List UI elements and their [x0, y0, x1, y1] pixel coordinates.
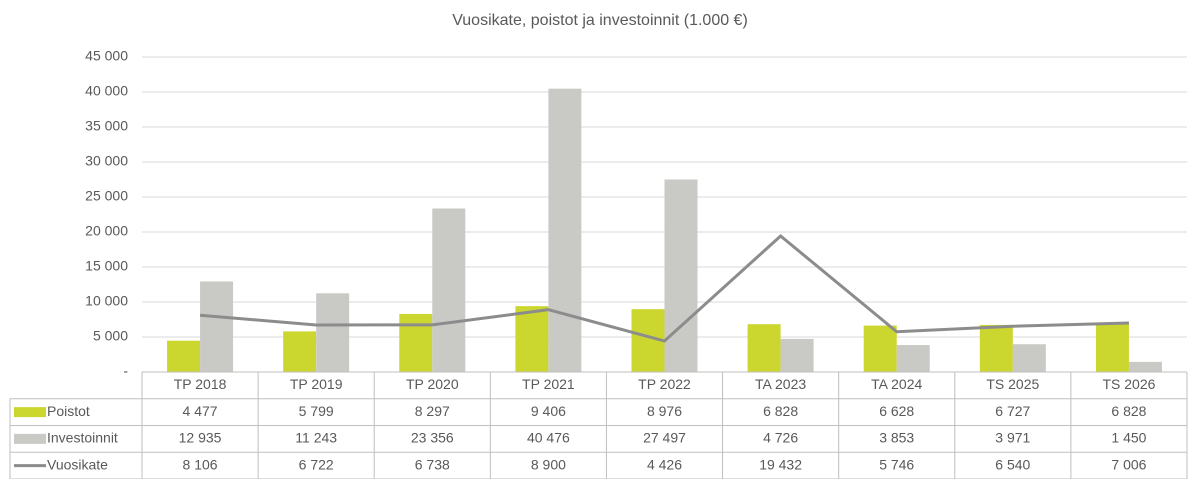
x-tick-label: TP 2021	[522, 376, 575, 392]
bar	[747, 324, 781, 372]
table-value: 8 900	[531, 456, 566, 472]
y-tick-label: -	[123, 363, 128, 379]
y-tick-label: 15 000	[85, 258, 128, 274]
chart-title: Vuosikate, poistot ja investoinnit (1.00…	[452, 12, 748, 29]
table-value: 8 297	[415, 403, 450, 419]
legend-label: Poistot	[47, 403, 90, 419]
table-value: 8 106	[183, 456, 218, 472]
table-value: 6 628	[879, 403, 914, 419]
bar	[316, 293, 350, 372]
table-value: 19 432	[759, 456, 802, 472]
x-tick-label: TA 2023	[755, 376, 806, 392]
table-value: 1 450	[1111, 430, 1146, 446]
table-value: 7 006	[1111, 456, 1146, 472]
bar	[200, 281, 234, 372]
y-tick-label: 20 000	[85, 223, 128, 239]
table-value: 3 971	[995, 430, 1030, 446]
table-value: 6 828	[763, 403, 798, 419]
table-value: 6 722	[299, 456, 334, 472]
legend-label: Vuosikate	[47, 456, 108, 472]
bar	[896, 345, 930, 372]
bar	[548, 88, 582, 372]
x-tick-label: TA 2024	[871, 376, 922, 392]
bar	[432, 208, 466, 372]
table-value: 40 476	[527, 430, 570, 446]
table-value: 5 746	[879, 456, 914, 472]
bar	[515, 306, 549, 372]
bar	[399, 313, 433, 372]
bar	[863, 325, 897, 372]
table-value: 23 356	[411, 430, 454, 446]
y-tick-label: 45 000	[85, 48, 128, 64]
x-tick-label: TS 2025	[986, 376, 1039, 392]
table-value: 6 727	[995, 403, 1030, 419]
table-value: 11 243	[295, 430, 337, 446]
table-value: 9 406	[531, 403, 566, 419]
y-tick-label: 5 000	[93, 328, 128, 344]
bar	[979, 324, 1013, 372]
x-tick-label: TP 2020	[406, 376, 459, 392]
table-value: 5 799	[299, 403, 334, 419]
legend-swatch	[14, 407, 46, 418]
table-value: 27 497	[643, 430, 686, 446]
y-tick-label: 30 000	[85, 153, 128, 169]
table-value: 8 976	[647, 403, 682, 419]
table-value: 4 477	[183, 403, 218, 419]
bar	[167, 340, 201, 372]
table-value: 4 426	[647, 456, 682, 472]
y-tick-label: 10 000	[85, 293, 128, 309]
table-value: 12 935	[179, 430, 222, 446]
bar	[1095, 324, 1129, 372]
bar	[664, 179, 698, 372]
y-tick-label: 25 000	[85, 188, 128, 204]
x-tick-label: TP 2019	[290, 376, 343, 392]
bar	[780, 338, 814, 372]
legend-swatch	[14, 433, 46, 444]
table-value: 6 828	[1111, 403, 1146, 419]
line-series	[199, 233, 1129, 343]
x-tick-label: TS 2026	[1102, 376, 1155, 392]
x-tick-label: TP 2022	[638, 376, 691, 392]
table-value: 6 738	[415, 456, 450, 472]
legend-label: Investoinnit	[47, 430, 118, 446]
y-tick-label: 40 000	[85, 83, 128, 99]
bar	[283, 331, 317, 372]
bar	[1012, 344, 1046, 372]
y-tick-label: 35 000	[85, 118, 128, 134]
table-value: 4 726	[763, 430, 798, 446]
table-value: 3 853	[879, 430, 914, 446]
table-value: 6 540	[995, 456, 1030, 472]
bar	[1128, 361, 1162, 372]
x-tick-label: TP 2018	[174, 376, 227, 392]
